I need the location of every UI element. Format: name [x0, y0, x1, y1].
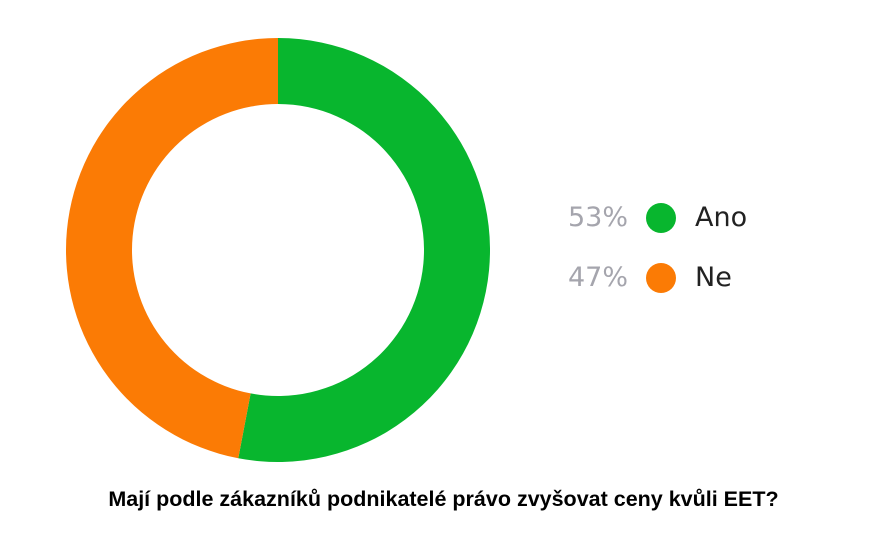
legend-item-ne: 47% Ne [566, 255, 826, 315]
legend-percent-ne: 47% [567, 262, 628, 293]
legend-swatch-ne [646, 263, 676, 293]
chart-caption: Mají podle zákazníků podnikatelé právo z… [108, 487, 779, 511]
legend-label-ne: Ne [695, 262, 732, 293]
legend-percent-ano: 53% [567, 202, 628, 233]
legend-item-ano: 53% Ano [566, 195, 826, 255]
donut-slice-ne [65, 38, 279, 459]
legend-swatch-ano [646, 203, 676, 233]
legend: 53% Ano 47% Ne [566, 195, 826, 315]
legend-label-ano: Ano [695, 202, 748, 233]
donut-slice-ano [238, 38, 490, 462]
